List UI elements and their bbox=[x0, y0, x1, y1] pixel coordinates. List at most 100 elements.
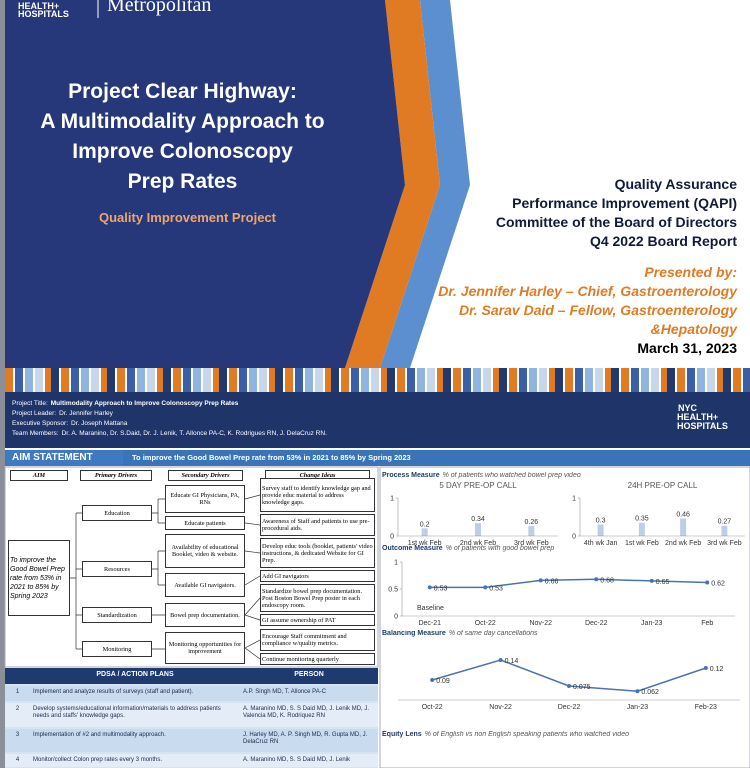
data-label: 0.68 bbox=[600, 577, 614, 584]
line bbox=[429, 578, 708, 589]
poster-header bbox=[5, 392, 750, 448]
title-line: Improve Colonoscopy bbox=[72, 140, 293, 163]
measure-label: Equity Lens bbox=[382, 731, 422, 738]
measure-text: % of English vs non English speaking pat… bbox=[424, 731, 629, 738]
logo-line: HEALTH+ bbox=[18, 1, 60, 11]
other-connectors bbox=[152, 614, 165, 650]
x-tick-label: Nov-22 bbox=[489, 704, 512, 711]
x-tick-label: 2nd wk Feb bbox=[665, 540, 701, 547]
point bbox=[635, 689, 640, 694]
subtitle: Quality Improvement Project bbox=[99, 210, 276, 225]
info-value: Dr. Jennifer Harley bbox=[59, 410, 113, 417]
left-border bbox=[0, 0, 5, 768]
data-label: 0.27 bbox=[718, 519, 732, 526]
x-tick-label: Feb-23 bbox=[695, 704, 717, 711]
x-tick-label: Jan-23 bbox=[641, 620, 663, 627]
y-tick-label: 0 bbox=[394, 614, 398, 621]
presented-by: Presented by: bbox=[644, 264, 737, 280]
secondary-driver: Available GI navigators. bbox=[165, 573, 245, 597]
bar bbox=[475, 523, 481, 536]
info-label: Project Title: bbox=[12, 400, 48, 407]
primary-driver: Education bbox=[82, 505, 152, 521]
x-tick-label: Feb bbox=[701, 620, 713, 627]
x-tick-label: Nov-22 bbox=[529, 620, 552, 627]
measure-heading: Outcome Measure% of patients with good b… bbox=[382, 545, 554, 552]
change-idea: GI assume ownership of PAT bbox=[260, 614, 375, 626]
secondary-driver: Monitoring opportunities for improvement bbox=[165, 632, 245, 664]
bar bbox=[421, 528, 428, 536]
secondary-driver: Educate patients bbox=[165, 516, 245, 530]
y-tick-label: 1 bbox=[394, 560, 398, 567]
presenter: Dr. Sarav Daid – Fellow, Gastroenterolog… bbox=[458, 302, 737, 318]
x-tick-label: Dec-21 bbox=[418, 620, 441, 627]
point bbox=[483, 585, 488, 590]
x-tick-label: 3rd wk Feb bbox=[707, 540, 742, 547]
primary-driver: Monitoring bbox=[82, 641, 152, 657]
chart-title: 24H PRE-OP CALL bbox=[628, 481, 698, 490]
logo-line: HOSPITALS bbox=[18, 9, 69, 19]
data-label: 0.53 bbox=[489, 585, 503, 592]
primary-driver: Resources bbox=[82, 561, 152, 577]
table-row bbox=[5, 703, 378, 727]
data-label: 0.26 bbox=[525, 519, 539, 526]
table-cell: Implementation of #2 and multimodality a… bbox=[33, 732, 166, 738]
chart-title: 5 DAY PRE-OP CALL bbox=[439, 481, 517, 490]
data-label: 0.62 bbox=[711, 581, 725, 588]
change-idea: Encourage Staff commitment and complianc… bbox=[260, 629, 375, 651]
navy-panel bbox=[5, 0, 405, 368]
date: March 31, 2023 bbox=[637, 340, 737, 356]
table-cell: J. Harley MD, A. P. Singh MD, R. Gupta M… bbox=[243, 732, 368, 745]
point bbox=[430, 678, 435, 682]
measure-heading: Balancing Measure% of same day cancellat… bbox=[382, 630, 538, 637]
table-row bbox=[5, 729, 378, 752]
measure-text: % of patients with good bowel prep bbox=[445, 545, 555, 552]
point bbox=[705, 580, 710, 585]
info-value: Dr. A. Maranino, Dr. S.Daid, Dr. J. Leni… bbox=[61, 430, 327, 437]
poster-logo-line: HOSPITALS bbox=[677, 421, 728, 431]
data-label: 0.12 bbox=[710, 666, 724, 673]
primary-driver: Standardization bbox=[82, 607, 152, 623]
data-label: 0.35 bbox=[635, 516, 649, 523]
bar bbox=[597, 524, 604, 536]
info-label: Team Members: bbox=[12, 430, 59, 437]
measures-panel bbox=[379, 466, 750, 768]
aim-connector bbox=[70, 512, 82, 650]
table-cell: Implement and analyze results of surveys… bbox=[33, 689, 194, 695]
data-label: 0.2 bbox=[420, 521, 430, 528]
table-cell: A. Maranino MD, S. S Daid MD, J. Lenik bbox=[243, 757, 351, 763]
bar bbox=[680, 518, 687, 536]
secondary-driver: Availability of educational Booklet, vid… bbox=[165, 534, 245, 568]
point bbox=[594, 577, 599, 582]
info-value: Multimodality Approach to Improve Colono… bbox=[50, 400, 239, 407]
driver-header: Secondary Drivers bbox=[168, 470, 243, 481]
data-label: 0.34 bbox=[471, 516, 485, 523]
table-row bbox=[5, 754, 378, 767]
table-header: PERSON bbox=[294, 671, 324, 678]
measure-heading: Equity Lens% of English vs non English s… bbox=[382, 731, 629, 738]
y-tick-label: 0 bbox=[390, 534, 394, 541]
table-cell: 4 bbox=[15, 757, 20, 763]
title-line: Project Clear Highway: bbox=[68, 80, 297, 103]
point bbox=[427, 585, 432, 590]
x-tick-label: Oct-22 bbox=[475, 620, 496, 627]
bar bbox=[638, 522, 645, 536]
info-line: Project Title: Multimodality Approach to … bbox=[12, 400, 238, 407]
decorative-band bbox=[5, 368, 750, 392]
resources-connector bbox=[152, 550, 165, 586]
info-line: Team Members: Dr. A. Maranino, Dr. S.Daid… bbox=[12, 430, 327, 437]
measure-label: Outcome Measure bbox=[382, 545, 443, 552]
info-label: Executive Sponsor: bbox=[12, 420, 69, 427]
table-header: PDSA / ACTION PLANS bbox=[96, 671, 174, 678]
poster-logo-line: HEALTH+ bbox=[677, 412, 719, 422]
report-line: Committee of the Board of Directors bbox=[495, 214, 737, 230]
table-cell: Develop systems/educational information/… bbox=[33, 706, 221, 719]
aim-label-bg bbox=[5, 450, 123, 466]
data-label: 0.062 bbox=[641, 689, 659, 696]
data-label: 0.14 bbox=[505, 658, 519, 665]
presenter: Dr. Jennifer Harley – Chief, Gastroenter… bbox=[438, 283, 737, 299]
x-tick-label: 1st wk Feb bbox=[408, 540, 442, 547]
change-idea: Awareness of Staff and patients to use p… bbox=[260, 514, 375, 536]
y-tick-label: 0.5 bbox=[388, 587, 398, 594]
aim-text-bg bbox=[123, 450, 750, 466]
info-value: Dr. Joseph Mattana bbox=[71, 420, 128, 427]
